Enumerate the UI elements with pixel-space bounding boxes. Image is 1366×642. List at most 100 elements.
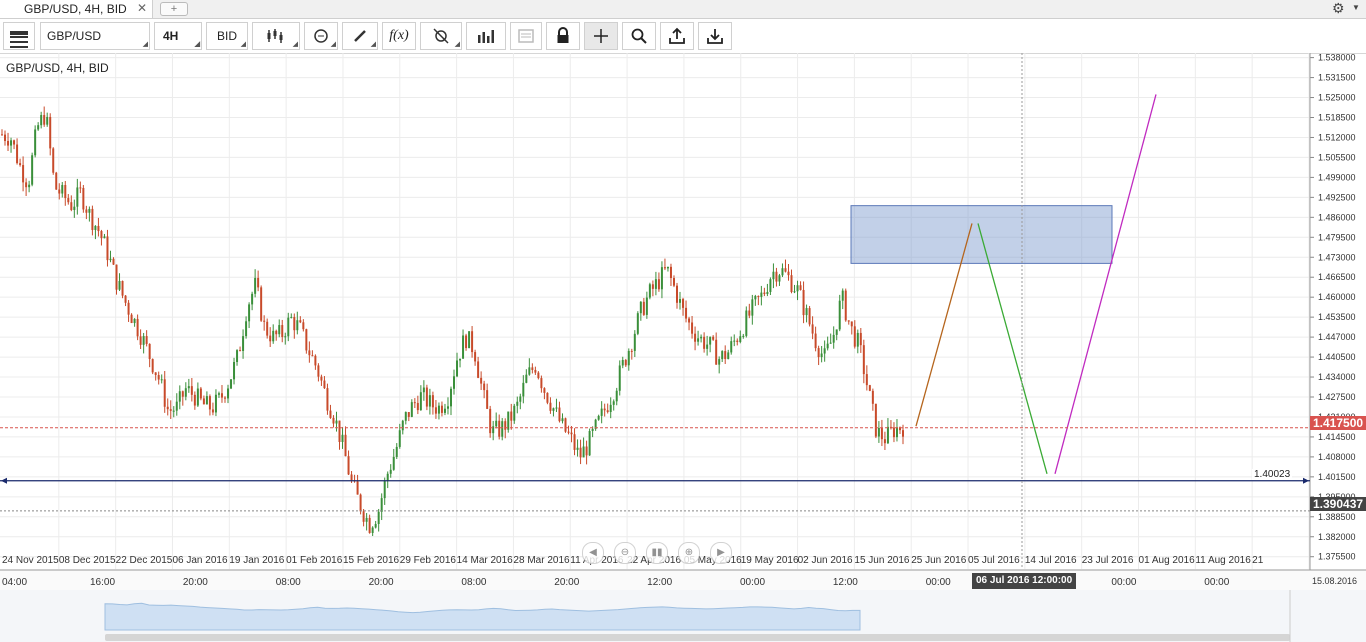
candle-body xyxy=(79,187,82,189)
side-select[interactable]: BID ◢ xyxy=(206,22,248,50)
candle-body xyxy=(624,359,627,366)
symbol-label: GBP/USD xyxy=(47,29,102,43)
candle-body xyxy=(712,336,715,340)
new-tab-button[interactable]: + xyxy=(160,2,188,16)
time-tick-label: 04:00 xyxy=(2,577,27,588)
chart-type-button[interactable]: ◢ xyxy=(252,22,300,50)
candle-body xyxy=(290,316,293,318)
candle-body xyxy=(736,340,739,342)
period-select[interactable]: 4H ◢ xyxy=(154,22,202,50)
import-icon xyxy=(707,28,723,44)
candle-body xyxy=(223,397,226,399)
candle-body xyxy=(474,352,477,362)
fx-button[interactable]: f(x) xyxy=(382,22,416,50)
time-tick-label: 20:00 xyxy=(369,577,394,588)
y-tick-label: 1.440500 xyxy=(1318,352,1356,362)
candle-body xyxy=(284,336,287,338)
candle-body xyxy=(449,388,452,407)
close-icon[interactable]: ✕ xyxy=(137,1,148,15)
candle-body xyxy=(718,359,721,365)
draw-button[interactable]: ◢ xyxy=(342,22,378,50)
cursor-button[interactable] xyxy=(584,22,618,50)
candle-body xyxy=(320,376,323,381)
candle-body xyxy=(434,407,437,414)
candle-body xyxy=(778,275,781,282)
candle-body xyxy=(344,434,347,457)
candle-body xyxy=(682,299,685,308)
candle-body xyxy=(269,335,272,342)
indicator-button[interactable]: ◢ xyxy=(304,22,338,50)
candle-body xyxy=(621,359,624,366)
candle-body xyxy=(133,318,136,324)
candle-body xyxy=(383,480,386,499)
candle-body xyxy=(850,321,853,327)
candle-body xyxy=(618,365,621,391)
candle-body xyxy=(549,402,552,411)
candle-body xyxy=(600,408,603,416)
date-tick-label: 19 Jan 2016 xyxy=(229,555,284,566)
candle-body xyxy=(531,367,534,370)
candle-body xyxy=(703,336,706,349)
menu-button[interactable] xyxy=(3,22,35,50)
candle-body xyxy=(395,446,398,457)
y-tick-label: 1.499000 xyxy=(1318,172,1356,182)
candle-body xyxy=(672,278,675,286)
candle-body xyxy=(456,360,459,377)
candle-body xyxy=(570,432,573,435)
layout-button[interactable] xyxy=(510,22,542,50)
candle-body xyxy=(317,365,320,377)
y-tick-label: 1.460000 xyxy=(1318,292,1356,302)
date-tick-label: 01 Aug 2016 xyxy=(1139,555,1196,566)
candle-body xyxy=(263,320,266,322)
candle-body xyxy=(311,355,314,357)
candle-body xyxy=(377,511,380,524)
candle-body xyxy=(142,336,145,345)
scroll-left-button[interactable]: ◀ xyxy=(582,542,604,564)
time-tick-label: 16:00 xyxy=(90,577,115,588)
candle-body xyxy=(112,258,115,265)
chevron-down-icon[interactable]: ▼ xyxy=(1352,3,1360,12)
import-button[interactable] xyxy=(698,22,732,50)
candle-body xyxy=(468,331,471,349)
candle-body xyxy=(257,277,260,288)
candle-body xyxy=(579,447,582,458)
zoom-out-button[interactable]: ⊖ xyxy=(614,542,636,564)
candle-body xyxy=(139,336,142,345)
candle-body xyxy=(365,517,368,522)
candle-body xyxy=(733,340,736,342)
volume-button[interactable] xyxy=(466,22,506,50)
side-label: BID xyxy=(217,29,238,43)
chart-tab[interactable]: GBP/USD, 4H, BID ✕ xyxy=(0,0,153,18)
candle-body xyxy=(260,287,263,321)
scroll-right-button[interactable]: ▶ xyxy=(710,542,732,564)
candle-body xyxy=(148,343,151,360)
candle-body xyxy=(697,338,700,342)
candle-body xyxy=(43,115,46,125)
candle-body xyxy=(440,405,443,413)
candle-body xyxy=(853,326,856,347)
candle-body xyxy=(471,331,474,353)
candle-body xyxy=(540,378,543,389)
zoom-icon xyxy=(631,28,647,44)
symbol-select[interactable]: GBP/USD ◢ xyxy=(40,22,150,50)
pencil-icon xyxy=(354,29,366,42)
zoom-button[interactable] xyxy=(622,22,656,50)
candle-body xyxy=(886,426,889,444)
date-tick-label: 02 Jun 2016 xyxy=(798,555,853,566)
candle-body xyxy=(326,388,329,411)
candle-body xyxy=(443,408,446,413)
date-tick-label: 22 Dec 2015 xyxy=(116,555,173,566)
crosshair-off-button[interactable]: ◢ xyxy=(420,22,462,50)
y-tick-label: 1.538000 xyxy=(1318,53,1356,63)
candle-body xyxy=(528,367,531,375)
candle-body xyxy=(220,393,223,398)
candle-body xyxy=(799,285,802,290)
export-button[interactable] xyxy=(660,22,694,50)
reset-zoom-button[interactable]: ▮▮ xyxy=(646,542,668,564)
candle-body xyxy=(727,352,730,359)
lock-button[interactable] xyxy=(546,22,580,50)
zoom-in-button[interactable]: ⊕ xyxy=(678,542,700,564)
candle-body xyxy=(160,379,163,381)
gear-icon[interactable]: ⚙ xyxy=(1332,0,1345,16)
candle-body xyxy=(666,266,669,269)
